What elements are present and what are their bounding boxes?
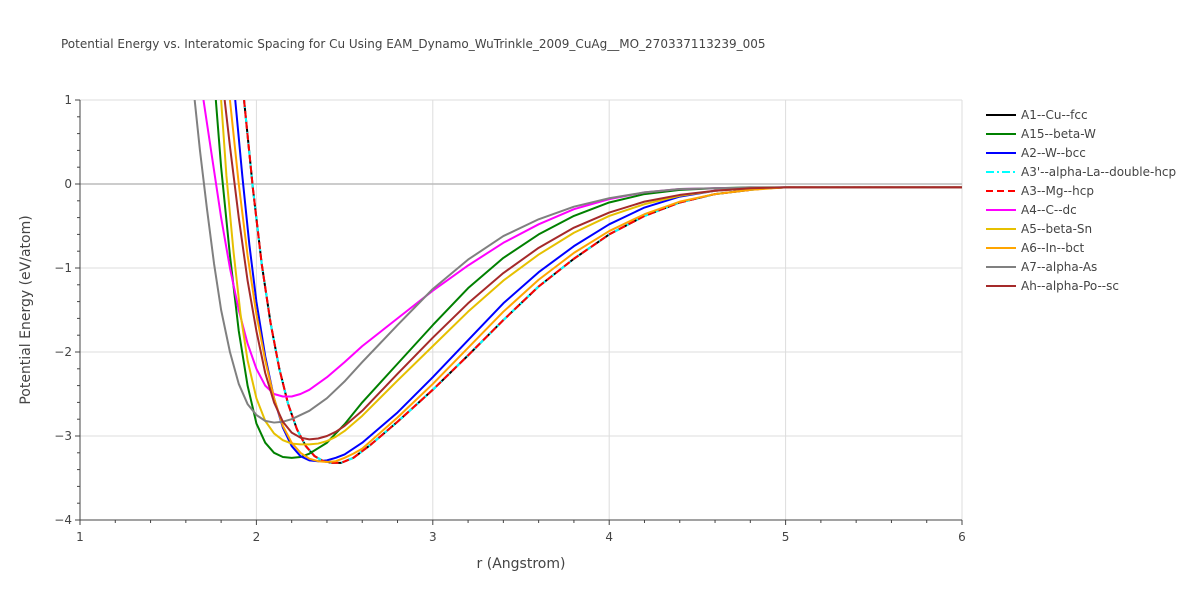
- x-tick-label: 5: [782, 530, 790, 544]
- legend-item-a1-cu-fcc[interactable]: A1--Cu--fcc: [986, 108, 1088, 122]
- legend-label: A1--Cu--fcc: [1021, 108, 1088, 122]
- series-line-a6-in-bct: [228, 100, 962, 464]
- legend-item-a5-beta-sn[interactable]: A5--beta-Sn: [986, 222, 1092, 236]
- x-tick-label: 2: [253, 530, 261, 544]
- legend-label: A4--C--dc: [1021, 203, 1077, 217]
- y-axis-title: Potential Energy (eV/atom): [18, 215, 34, 404]
- x-tick-label: 4: [605, 530, 613, 544]
- series-line-a7-alpha-as: [193, 100, 962, 424]
- series-line-a5-beta-sn: [220, 100, 962, 446]
- series-line-a15-beta-w: [214, 100, 962, 459]
- legend-label: A6--In--bct: [1021, 241, 1085, 255]
- legend-label: A2--W--bcc: [1021, 146, 1086, 160]
- series-line-a3-alpha-la-double-hcp: [243, 100, 962, 464]
- legend-item-a2-w-bcc[interactable]: A2--W--bcc: [986, 146, 1086, 160]
- legend-label: A3--Mg--hcp: [1021, 184, 1094, 198]
- chart-title: Potential Energy vs. Interatomic Spacing…: [61, 37, 766, 51]
- y-tick-label: −3: [54, 429, 72, 443]
- legend-item-a15-beta-w[interactable]: A15--beta-W: [986, 127, 1096, 141]
- x-tick-label: 1: [76, 530, 84, 544]
- legend-item-ah-alpha-po-sc[interactable]: Ah--alpha-Po--sc: [986, 279, 1119, 293]
- x-tick-label: 6: [958, 530, 966, 544]
- y-tick-label: −2: [54, 345, 72, 359]
- legend[interactable]: A1--Cu--fcc A15--beta-W A2--W--bcc A3'--alp…: [986, 108, 1176, 293]
- series-line-a1-cu-fcc: [243, 100, 962, 464]
- series-line-ah-alpha-po-sc: [223, 100, 962, 441]
- y-tick-label: −4: [54, 513, 72, 527]
- axes: 1 2 3 4 5 6 1 0 −1 −2 −3 −4: [54, 93, 966, 544]
- series-line-a2-w-bcc: [234, 100, 962, 463]
- y-tick-label: −1: [54, 261, 72, 275]
- legend-label: A7--alpha-As: [1021, 260, 1097, 274]
- legend-label: A5--beta-Sn: [1021, 222, 1092, 236]
- legend-label: A15--beta-W: [1021, 127, 1096, 141]
- x-tick-label: 3: [429, 530, 437, 544]
- legend-item-a7-alpha-as[interactable]: A7--alpha-As: [986, 260, 1097, 274]
- curves: [193, 100, 962, 464]
- legend-item-a3-mg-hcp[interactable]: A3--Mg--hcp: [986, 184, 1094, 198]
- legend-item-a4-c-dc[interactable]: A4--C--dc: [986, 203, 1077, 217]
- y-tick-label: 1: [64, 93, 72, 107]
- legend-label: Ah--alpha-Po--sc: [1021, 279, 1119, 293]
- y-tick-label: 0: [64, 177, 72, 191]
- legend-label: A3'--alpha-La--double-hcp: [1021, 165, 1176, 179]
- legend-item-a3-alpha-la-double-hcp[interactable]: A3'--alpha-La--double-hcp: [986, 165, 1176, 179]
- x-axis-title: r (Angstrom): [477, 556, 566, 572]
- legend-item-a6-in-bct[interactable]: A6--In--bct: [986, 241, 1085, 255]
- series-line-a3-mg-hcp: [243, 100, 962, 464]
